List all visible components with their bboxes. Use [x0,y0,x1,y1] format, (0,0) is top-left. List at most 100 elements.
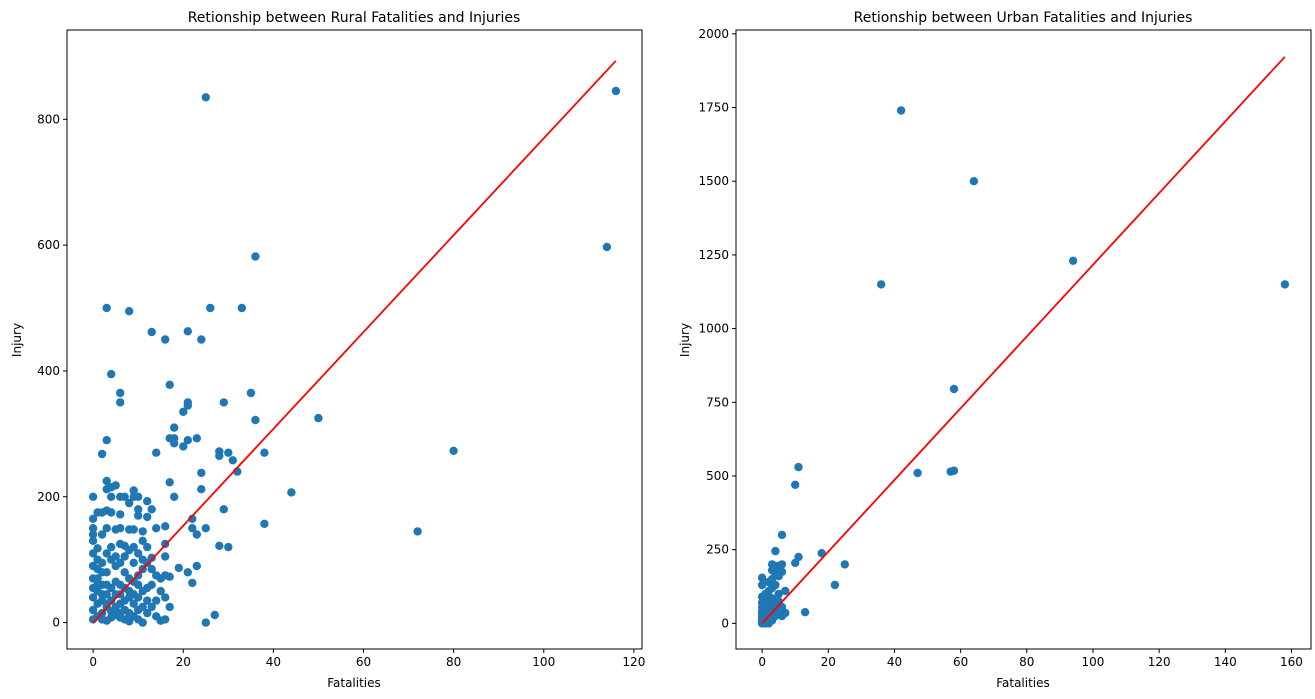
data-point [107,369,116,379]
data-point [777,611,787,621]
data-point [88,530,98,539]
data-point [147,564,156,574]
data-point [611,86,621,96]
data-point [102,476,111,486]
data-point [97,449,107,459]
data-point [111,602,120,612]
data-point [102,436,111,445]
data-point [116,398,125,407]
data-point [215,451,224,461]
x-tick-label: 120 [1148,655,1171,669]
data-point [88,514,98,523]
data-point [767,566,777,575]
y-tick-label: 1750 [698,101,729,115]
y-axis-label: Injury [10,323,24,357]
data-point [791,558,800,568]
data-point [794,462,803,472]
data-point [143,596,152,605]
data-point [197,335,206,344]
y-tick-label: 2000 [698,27,729,41]
data-point [757,580,767,590]
y-tick-label: 600 [37,238,60,252]
data-point [228,456,237,465]
y-tick-label: 500 [706,469,729,483]
x-tick-label: 40 [266,655,281,669]
data-point [152,448,161,457]
data-point [237,303,246,313]
data-point [777,530,787,540]
data-point [116,388,125,398]
data-point [138,536,147,545]
urban-scatter-panel: Retionship between Urban Fatalities and … [678,10,1312,690]
data-point [138,602,147,612]
data-point [116,510,125,519]
data-point [143,542,152,552]
data-point [170,492,179,501]
data-point [97,590,107,599]
y-axis-ticks: 0 200 400 600 800 [37,112,67,630]
trend-line-group [92,60,617,624]
data-point [224,542,233,552]
data-point [129,492,138,501]
x-axis-label: Fatalities [327,676,381,690]
data-point [129,486,138,495]
data-point [791,480,800,489]
data-point [764,577,773,587]
y-tick-label: 1500 [698,174,729,188]
data-point [125,525,134,534]
data-point [111,525,120,534]
y-tick-label: 1250 [698,248,729,262]
data-point [449,446,458,455]
data-point [183,436,192,445]
x-tick-label: 0 [89,655,97,669]
data-point [161,335,170,344]
x-tick-label: 80 [446,655,461,669]
data-point [152,612,161,621]
data-point [774,589,783,599]
data-point [260,519,269,528]
data-point [138,527,147,536]
data-point [152,596,161,605]
trend-line-group [761,56,1286,624]
data-point [183,568,192,577]
data-point [120,552,129,561]
data-point [314,413,323,423]
data-point [179,407,188,416]
data-point [147,327,156,337]
x-tick-label: 40 [887,655,902,669]
x-tick-label: 0 [758,655,766,669]
data-point [771,546,780,556]
data-point [260,448,269,457]
data-point [120,568,129,577]
data-point [188,578,197,588]
data-point [946,467,955,476]
data-point [143,512,152,522]
data-point [129,558,138,567]
x-tick-label: 100 [1082,655,1105,669]
x-tick-label: 60 [356,655,371,669]
data-point [1280,280,1290,289]
data-point [224,448,233,457]
data-point [129,590,138,599]
data-point [88,492,98,501]
data-point [800,608,810,617]
data-point [143,608,152,618]
data-point [840,560,849,569]
data-point [102,303,111,313]
y-tick-label: 750 [706,395,729,409]
data-point [134,549,143,558]
data-point [161,552,170,561]
data-point [210,610,219,620]
data-point [97,530,107,539]
chart-title: Retionship between Urban Fatalities and … [854,10,1193,26]
data-point [120,596,129,605]
y-tick-label: 400 [37,364,60,378]
data-point [147,580,156,589]
data-point [88,605,98,615]
data-point [215,541,224,550]
data-point [896,106,906,115]
data-point [219,505,228,514]
data-point [1068,256,1078,265]
data-point [143,497,152,506]
